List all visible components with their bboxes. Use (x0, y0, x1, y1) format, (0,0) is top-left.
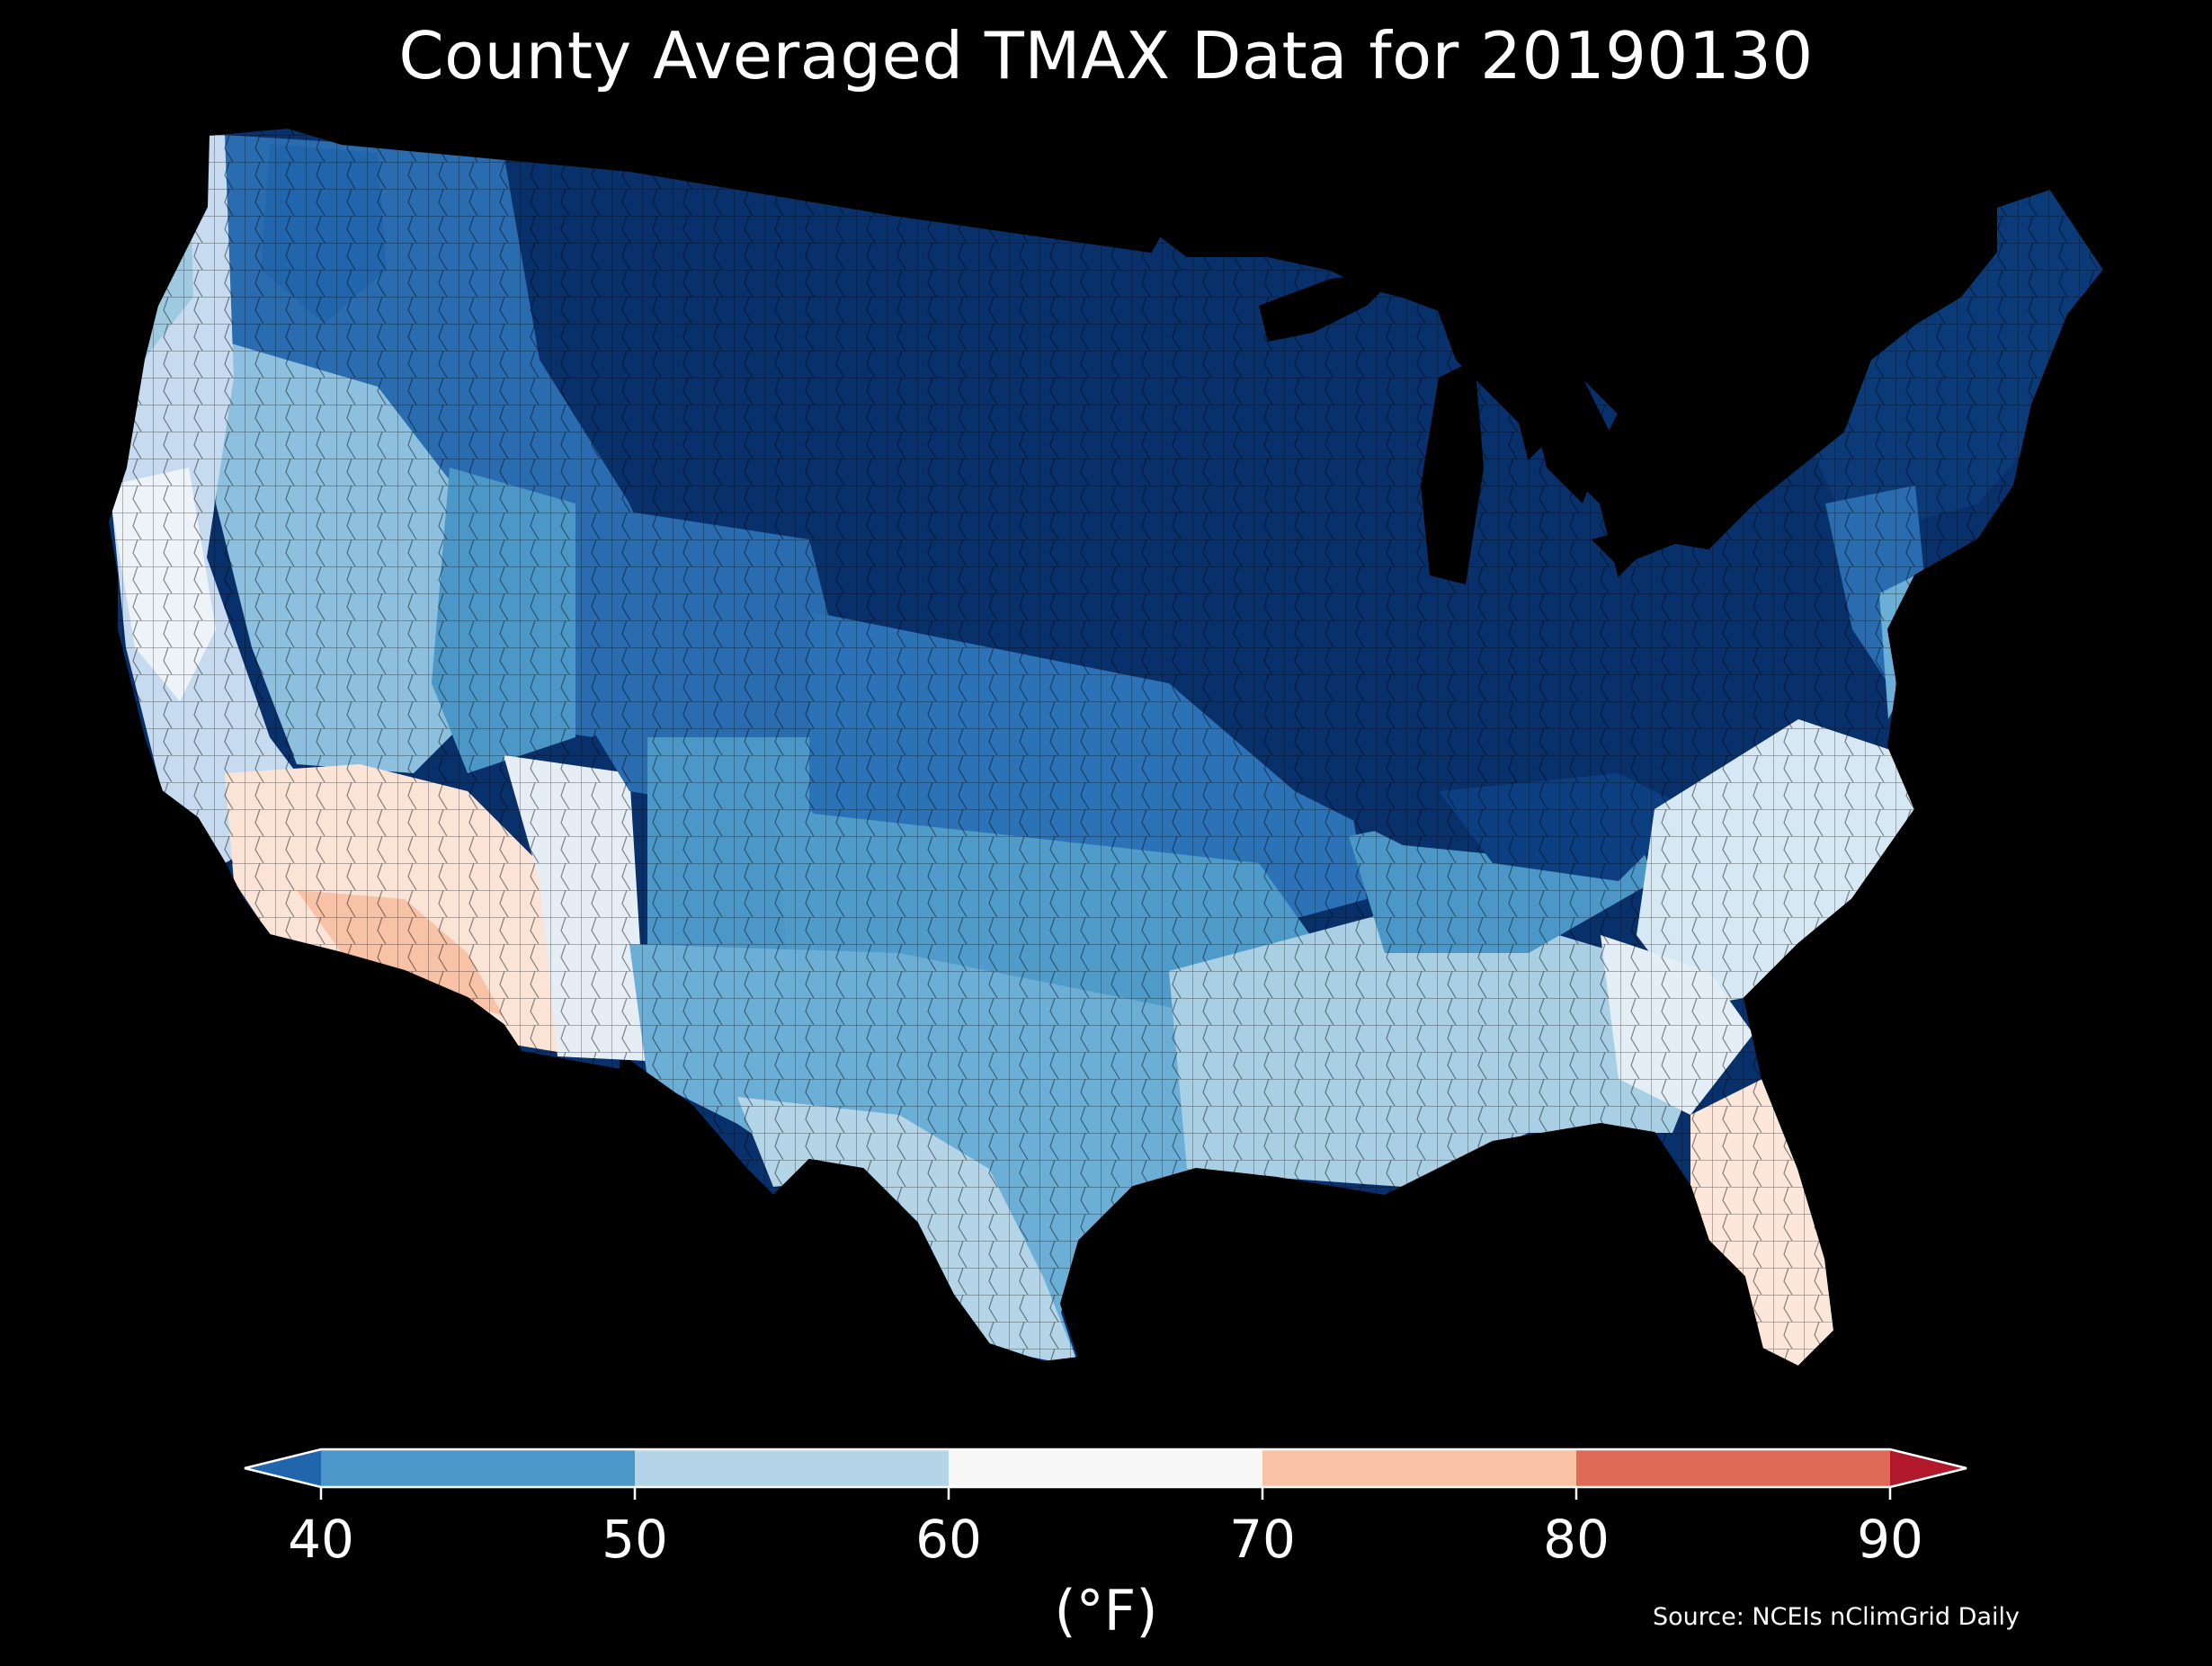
map-title: County Averaged TMAX Data for 20190130 (398, 18, 1814, 94)
colorbar-tick-label: 40 (288, 1509, 354, 1570)
source-credit: Source: NCEIs nClimGrid Daily (1653, 1603, 2020, 1631)
colorbar-bin-60-70 (949, 1449, 1262, 1487)
colorbar-bin-50-60 (635, 1449, 949, 1487)
colorbar-tick-label: 60 (915, 1509, 982, 1570)
colorbar-bin-80-90 (1576, 1449, 1890, 1487)
colorbar-unit-label: (°F) (1054, 1578, 1158, 1644)
lake-erie (1592, 512, 1708, 566)
colorbar-under-arrow (245, 1449, 321, 1487)
lake-ontario (1690, 454, 1767, 486)
colorbar-tick-label: 90 (1857, 1509, 1923, 1570)
colorbar-bin-70-80 (1262, 1449, 1576, 1487)
lake-huron (1529, 378, 1610, 503)
lake-superior (1259, 270, 1403, 342)
colorbar-tick-label: 50 (602, 1509, 668, 1570)
colorbar-tick-label: 70 (1229, 1509, 1296, 1570)
colorbar-over-arrow (1890, 1449, 1967, 1487)
colorbar-tick-label: 80 (1543, 1509, 1610, 1570)
colorbar-bin-40-50 (321, 1449, 635, 1487)
lake-michigan (1421, 360, 1484, 584)
